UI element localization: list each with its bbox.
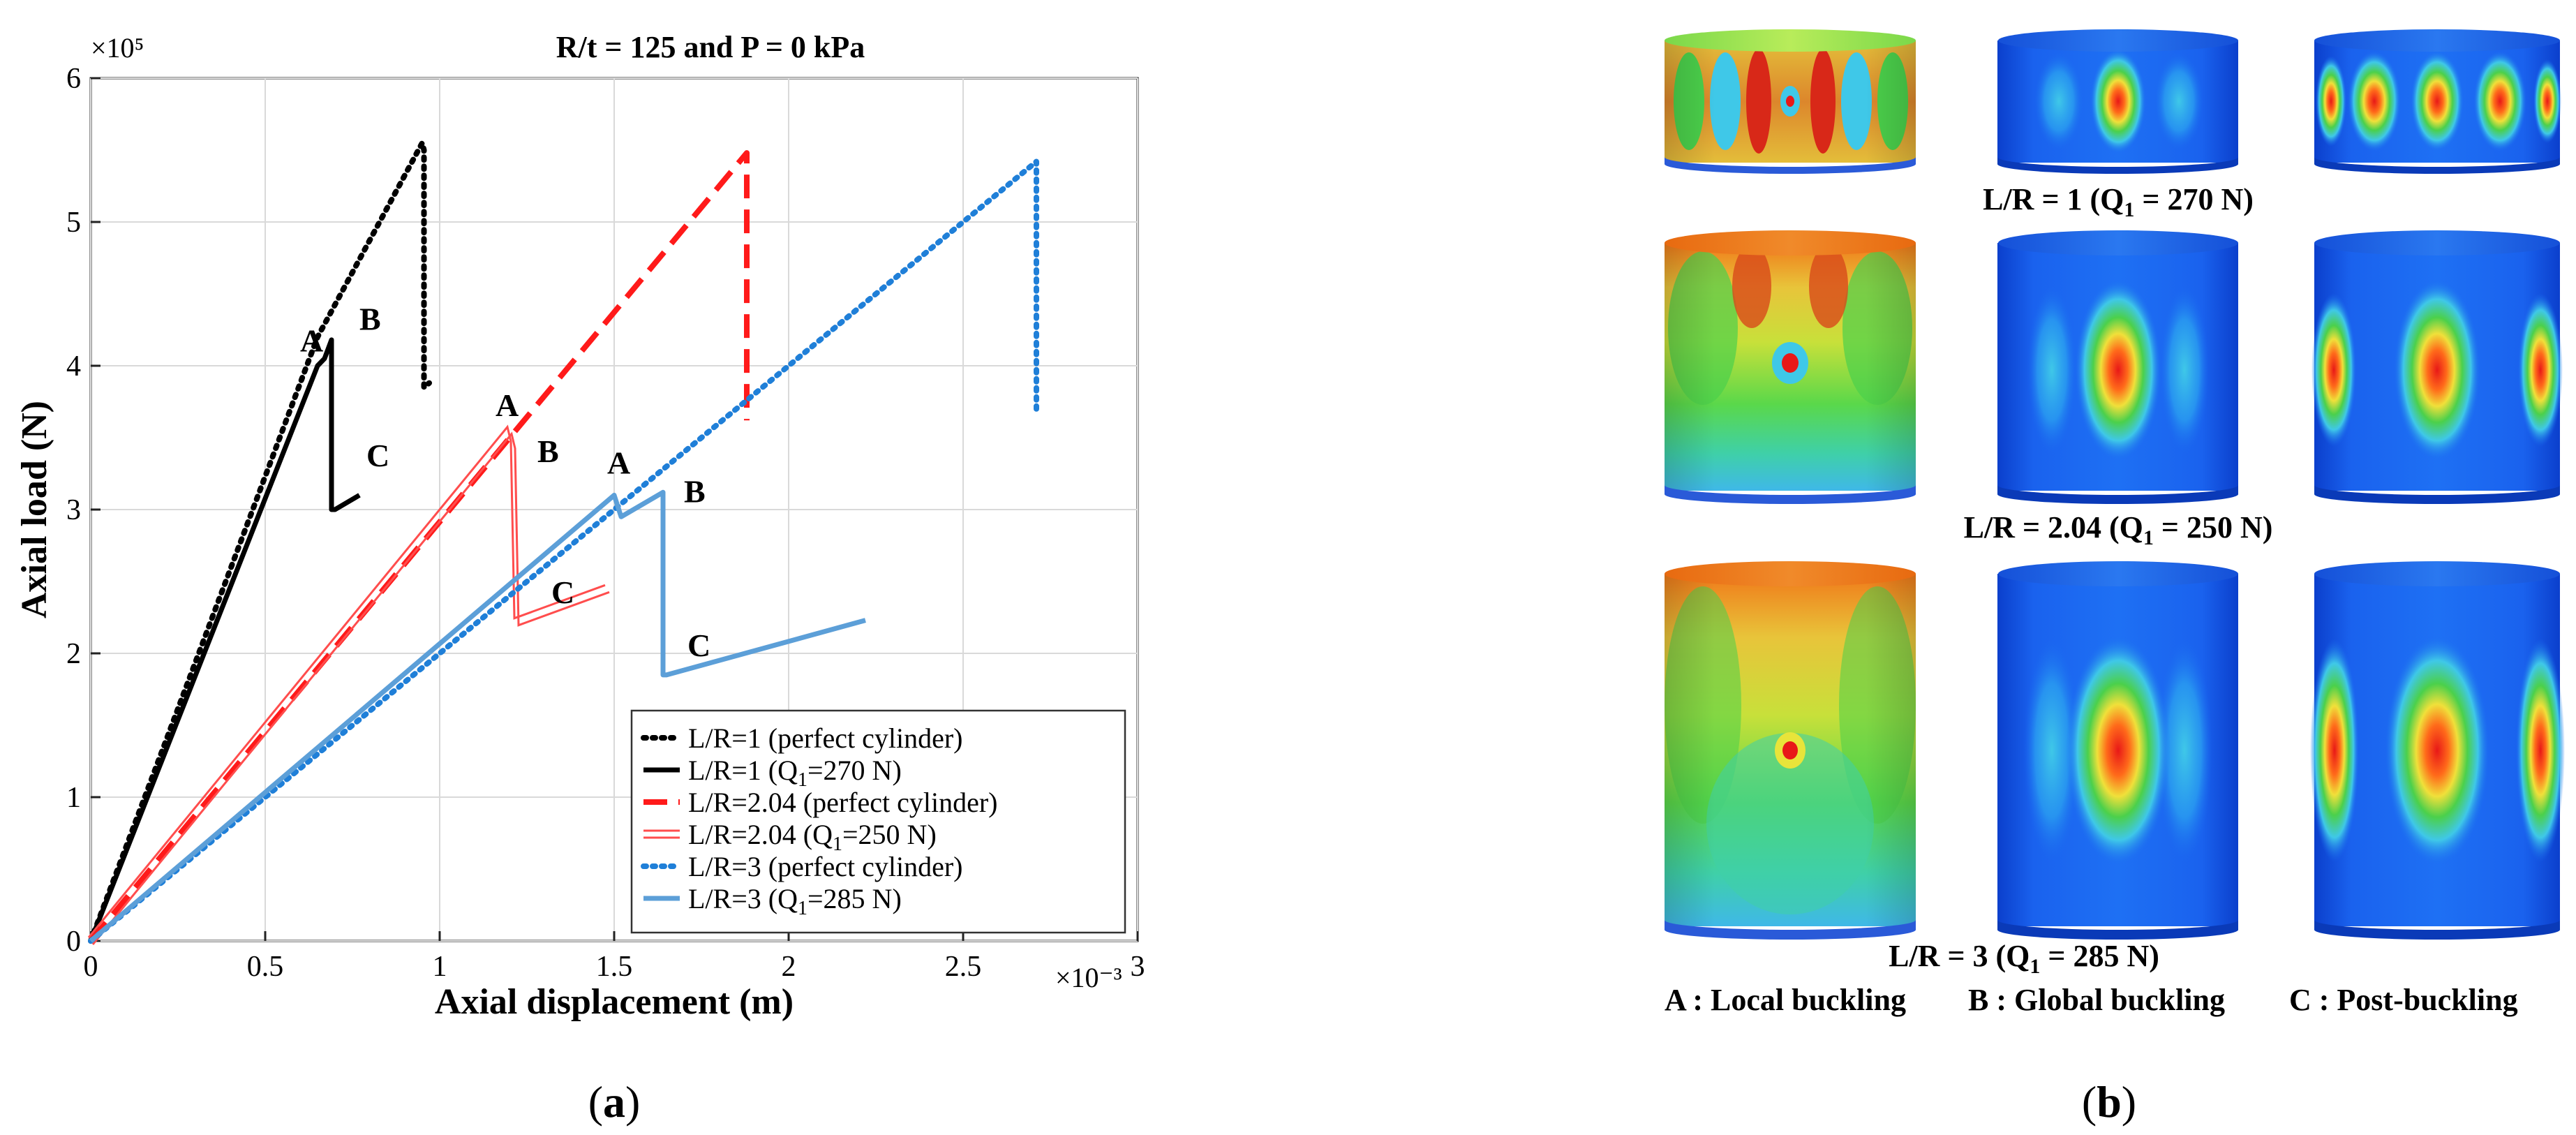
cylinder-r3-post [2310, 561, 2565, 940]
cylinder-r2-global [1997, 230, 2238, 505]
row2-caption: L/R = 2.04 (Q1 = 250 N) [1964, 510, 2273, 549]
point-label-b: B [537, 433, 559, 469]
panel-label-b: (b) [2082, 1077, 2136, 1127]
point-label-b: B [684, 474, 706, 510]
contour-panel: L/R = 1 (Q1 = 270 N) [1665, 29, 2565, 1127]
cylinder-r3-global [1997, 561, 2238, 940]
x-tick-label: 0.5 [247, 951, 284, 983]
y-tick-label: 1 [66, 782, 81, 814]
series-line-l-r-2-04-q1-250-n [91, 431, 610, 945]
series-group [87, 140, 1039, 945]
x-tick-label: 2 [782, 951, 796, 983]
chart-title: R/t = 125 and P = 0 kPa [556, 30, 865, 64]
series-line-l-r-2-04-q1-250-n [87, 424, 606, 938]
legend-label-l-r-3-perfect-cylinder: L/R=3 (perfect cylinder) [688, 851, 963, 882]
y-tick-label: 4 [66, 350, 81, 383]
x-exponent: ×10⁻³ [1055, 962, 1122, 993]
legend-label-l-r-2-04-perfect-cylinder: L/R=2.04 (perfect cylinder) [688, 787, 998, 818]
x-axis-label: Axial displacement (m) [435, 982, 794, 1022]
point-label-c: C [687, 628, 710, 663]
legend-label-l-r-3-q1-285-n: L/R=3 (Q1=285 N) [688, 883, 902, 919]
panel-label-a: (a) [588, 1077, 641, 1127]
cylinder-r1-local [1665, 29, 1916, 174]
point-label-c: C [366, 438, 389, 473]
x-tick-label: 2.5 [945, 951, 982, 983]
x-tick-label: 1 [433, 951, 447, 983]
row3-caption: L/R = 3 (Q1 = 285 N) [1889, 939, 2159, 978]
y-tick-label: 3 [66, 494, 81, 526]
cylinder-r3-local [1665, 561, 1916, 940]
series-line-l-r-2-04-perfect-cylinder [88, 150, 750, 943]
cylinder-r1-global [1997, 29, 2238, 175]
x-tick-label: 1.5 [596, 951, 633, 983]
legend: L/R=1 (perfect cylinder)L/R=1 (Q1=270 N)… [630, 709, 1126, 934]
y-tick-label: 0 [66, 926, 81, 958]
y-exponent: ×10⁵ [91, 32, 144, 64]
cylinder-r2-post [2311, 230, 2563, 504]
legend-label-l-r-2-04-q1-250-n: L/R=2.04 (Q1=250 N) [688, 819, 937, 855]
y-tick-label: 2 [66, 638, 81, 670]
series-line-l-r-3-q1-285-n [89, 489, 866, 943]
axis-ticks: 0 0.5 1 1.5 2 2.5 3 0 1 2 3 4 5 6 [66, 63, 1145, 983]
y-tick-label: 6 [66, 63, 81, 95]
point-label-a: A [300, 322, 323, 358]
legend-local-buckling: A : Local buckling [1665, 983, 1906, 1017]
y-tick-label: 5 [66, 207, 81, 239]
legend-label-l-r-1-perfect-cylinder: L/R=1 (perfect cylinder) [688, 722, 963, 754]
point-label-c: C [551, 574, 574, 610]
legend-post-buckling: C : Post-buckling [2289, 983, 2518, 1017]
point-label-a: A [607, 445, 630, 481]
point-label-a: A [496, 387, 519, 423]
row1-caption: L/R = 1 (Q1 = 270 N) [1983, 182, 2254, 221]
legend-box [630, 709, 1126, 934]
series-line-l-r-1-q1-270-n [88, 337, 361, 942]
legend-global-buckling: B : Global buckling [1968, 983, 2225, 1017]
series-line-l-r-3-perfect-cylinder [88, 158, 1039, 944]
x-tick-label: 3 [1131, 951, 1145, 983]
cylinder-r2-local [1665, 230, 1916, 504]
cylinder-r1-post [2314, 29, 2561, 174]
legend-label-l-r-1-q1-270-n: L/R=1 (Q1=270 N) [688, 755, 902, 791]
point-label-b: B [359, 302, 381, 337]
x-tick-label: 0 [84, 951, 98, 983]
series-line-l-r-1-perfect-cylinder [88, 140, 432, 944]
y-axis-label: Axial load (N) [15, 401, 54, 618]
